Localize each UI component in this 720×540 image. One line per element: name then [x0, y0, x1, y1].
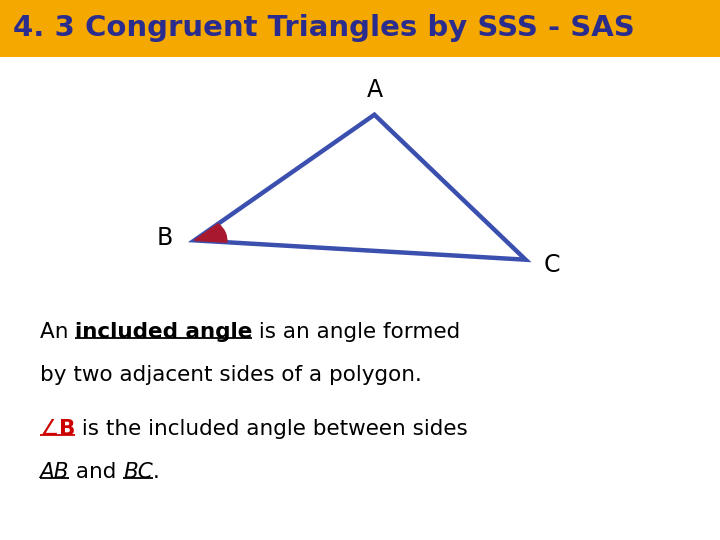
- Text: 4. 3 Congruent Triangles by SSS - SAS: 4. 3 Congruent Triangles by SSS - SAS: [13, 15, 635, 42]
- Wedge shape: [194, 224, 227, 242]
- Text: and: and: [69, 462, 123, 483]
- Text: An: An: [40, 322, 75, 342]
- FancyBboxPatch shape: [0, 0, 720, 57]
- Text: AB: AB: [40, 462, 69, 483]
- Text: by two adjacent sides of a polygon.: by two adjacent sides of a polygon.: [40, 365, 421, 386]
- Text: B: B: [156, 226, 173, 249]
- Text: is the included angle between sides: is the included angle between sides: [75, 419, 468, 440]
- Text: BC: BC: [123, 462, 153, 483]
- Text: C: C: [544, 253, 560, 277]
- Text: included angle: included angle: [75, 322, 252, 342]
- Text: is an angle formed: is an angle formed: [252, 322, 461, 342]
- Text: B: B: [59, 419, 75, 440]
- Text: .: .: [153, 462, 160, 483]
- Text: A: A: [366, 78, 382, 103]
- Text: ∠: ∠: [40, 419, 59, 440]
